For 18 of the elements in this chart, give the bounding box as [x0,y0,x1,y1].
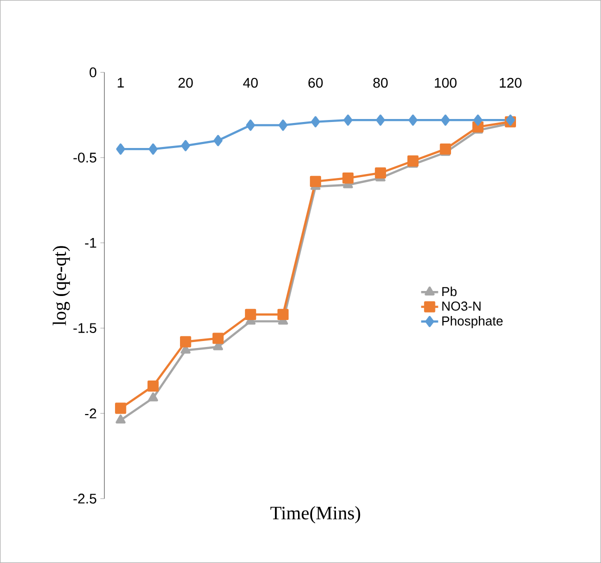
y-tick-label: -0.5 [73,152,96,163]
x-tick-label: 120 [500,78,522,88]
y-tick-label: 0 [90,67,96,78]
legend-label: Pb [442,286,457,296]
y-tick-label: -1.5 [73,323,96,334]
y-axis-title: log (qe-qt) [52,246,70,326]
x-tick-label: 60 [308,78,323,88]
x-tick-label: 80 [373,78,388,88]
y-tick-label: -1 [85,238,96,248]
x-tick-label: 1 [118,78,124,88]
legend-label: NO3-N [442,302,481,311]
y-tick-label: -2.5 [73,494,96,504]
x-axis-title: Time(Mins) [270,506,360,524]
y-tick-label: -2 [85,408,96,418]
x-tick-label: 40 [243,78,258,88]
x-tick-label: 100 [434,78,457,88]
legend-label: Phosphate [442,316,503,328]
x-tick-label: 20 [178,78,193,88]
